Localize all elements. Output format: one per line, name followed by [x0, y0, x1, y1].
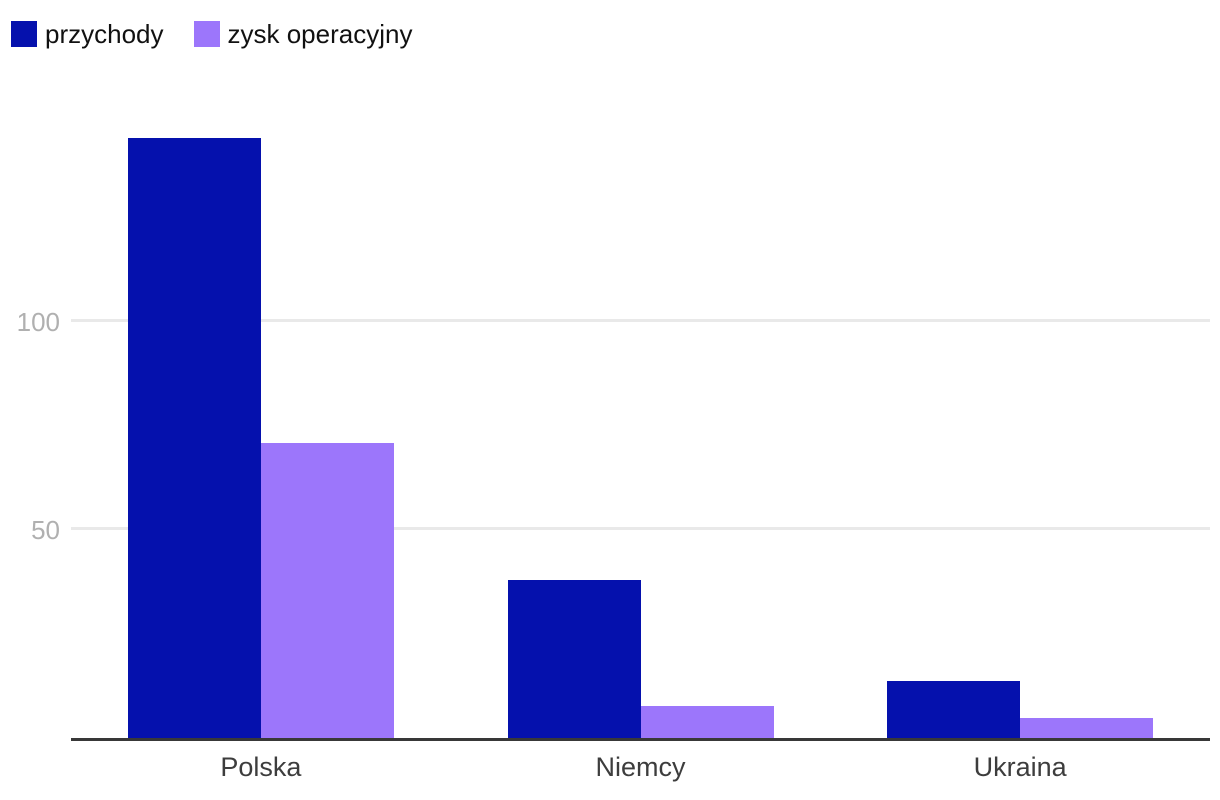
bar-zysk-operacyjny-polska[interactable]: [260, 442, 394, 739]
bar-zysk-operacyjny-niemcy[interactable]: [640, 705, 774, 739]
y-tick-label-50: 50: [31, 515, 60, 546]
bar-group-polska: [71, 71, 451, 739]
legend-swatch-zysk-operacyjny: [193, 21, 220, 47]
legend: przychody zysk operacyjny: [11, 21, 412, 47]
legend-item-przychody[interactable]: przychody: [11, 21, 164, 47]
x-axis-category-labels: Polska Niemcy Ukraina: [71, 752, 1210, 783]
x-axis-line: [71, 738, 1210, 741]
bar-group-niemcy: [451, 71, 831, 739]
bar-group-ukraina: [830, 71, 1210, 739]
legend-item-zysk-operacyjny[interactable]: zysk operacyjny: [193, 19, 413, 49]
legend-swatch-przychody: [11, 21, 37, 47]
x-category-label-ukraina: Ukraina: [973, 752, 1067, 782]
bar-przychody-ukraina[interactable]: [887, 680, 1021, 739]
gridline-100: [71, 318, 1210, 322]
gridline-50: [71, 527, 1210, 531]
legend-label-przychody: przychody: [45, 19, 164, 49]
plot-area: [71, 71, 1210, 739]
legend-label-zysk-operacyjny: zysk operacyjny: [227, 19, 413, 49]
y-tick-label-100: 100: [16, 306, 60, 337]
x-category-label-niemcy: Niemcy: [595, 752, 686, 782]
bar-przychody-niemcy[interactable]: [507, 580, 641, 739]
bar-zysk-operacyjny-ukraina[interactable]: [1020, 718, 1154, 739]
bar-przychody-polska[interactable]: [127, 137, 261, 739]
x-category-label-polska: Polska: [220, 752, 302, 782]
